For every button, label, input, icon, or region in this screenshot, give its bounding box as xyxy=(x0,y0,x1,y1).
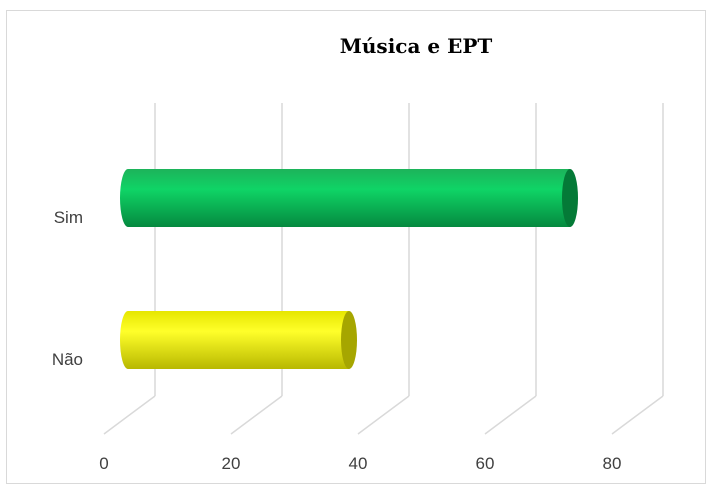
bar-body xyxy=(120,169,570,227)
x-tick-label: 60 xyxy=(476,454,495,473)
x-tick-label: 40 xyxy=(349,454,368,473)
floor-gridline xyxy=(103,395,156,435)
x-tick-label: 80 xyxy=(603,454,622,473)
x-tick-label: 0 xyxy=(99,454,108,473)
bar-body xyxy=(120,311,349,369)
bar-cap xyxy=(562,169,578,227)
bar-sim xyxy=(120,169,578,227)
floor-gridline xyxy=(357,395,410,435)
category-label: Sim xyxy=(54,208,83,227)
bar-cap xyxy=(341,311,357,369)
x-tick-label: 20 xyxy=(222,454,241,473)
bar-não xyxy=(120,311,357,369)
chart-frame xyxy=(6,10,706,484)
floor-gridline xyxy=(230,395,283,435)
floor-gridline xyxy=(484,395,537,435)
chart-title: Música e EPT xyxy=(339,34,493,58)
category-label: Não xyxy=(52,350,83,369)
floor-gridline xyxy=(611,395,664,435)
